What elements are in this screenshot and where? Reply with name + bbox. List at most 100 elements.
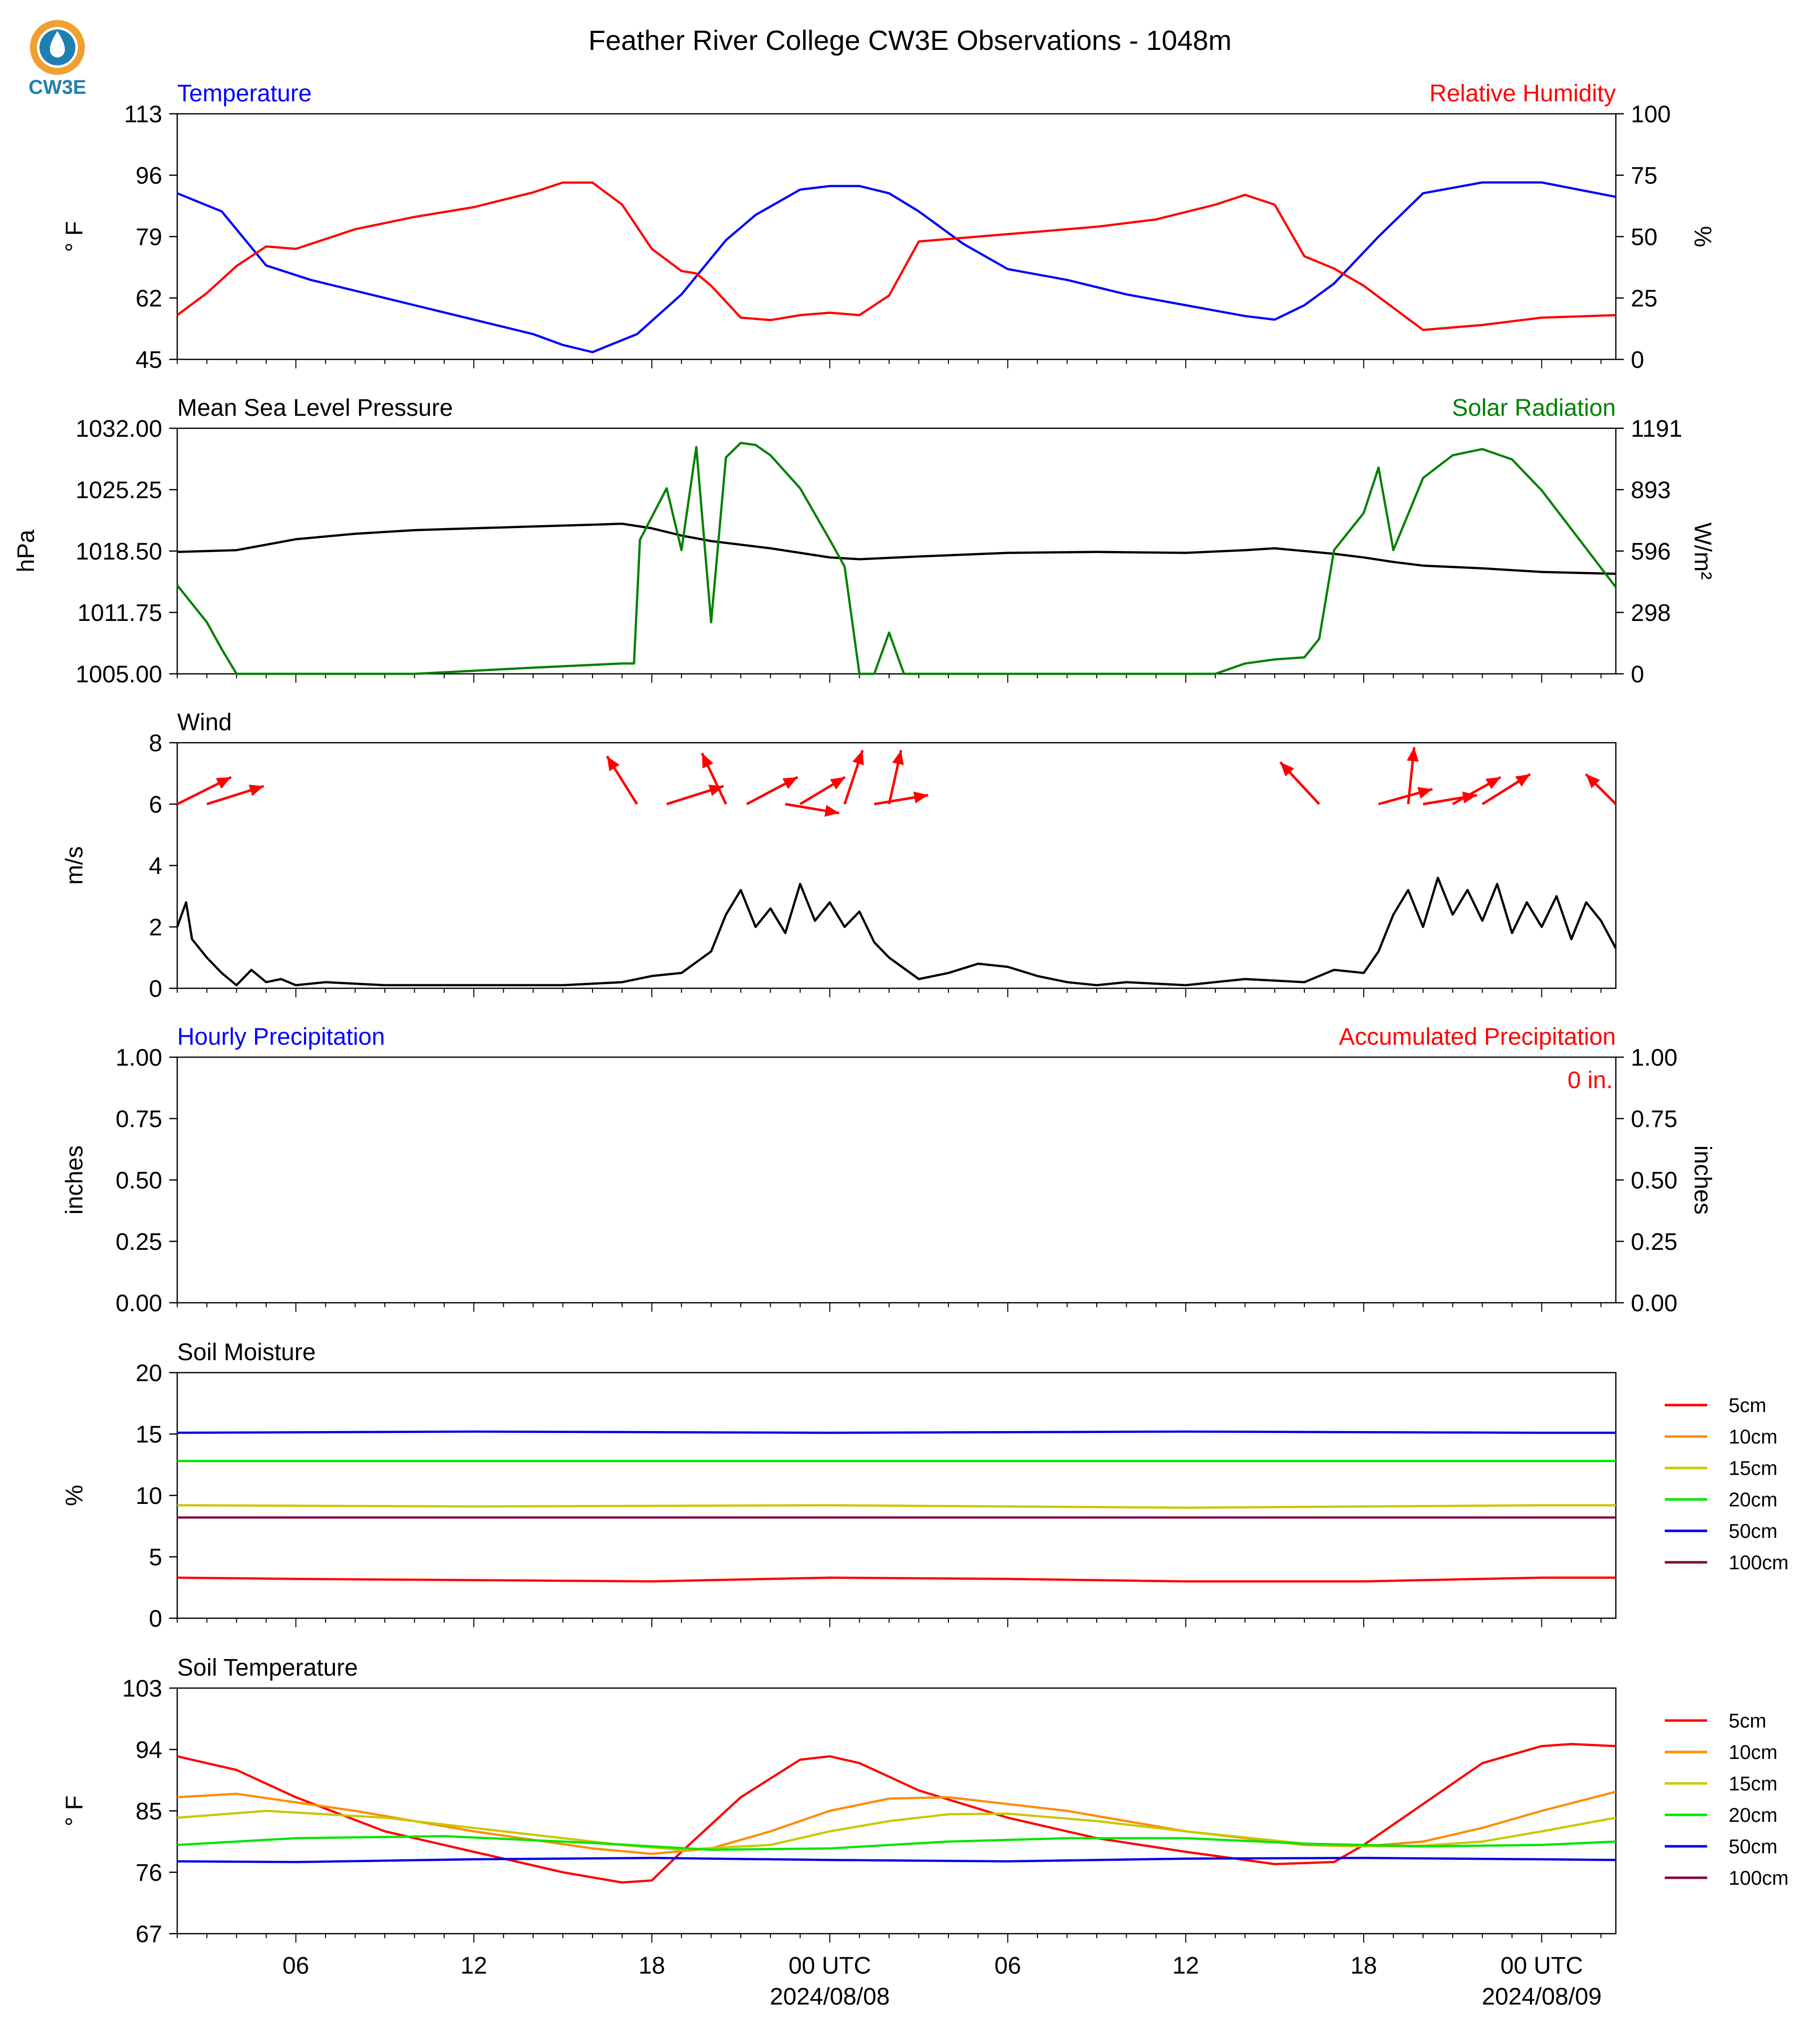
y-tick-label-right: 0.50 xyxy=(1631,1167,1677,1194)
accumulated-precip-value: 0 in. xyxy=(1567,1067,1613,1094)
x-tick-label: 18 xyxy=(1350,1953,1377,1979)
x-tick-label: 12 xyxy=(461,1953,487,1979)
x-tick-label: 12 xyxy=(1173,1953,1199,1979)
y-tick-label-right: 1.00 xyxy=(1631,1045,1677,1071)
panel-title-right: Solar Radiation xyxy=(1452,395,1616,421)
logo-text: CW3E xyxy=(28,76,86,98)
wind-arrow-head xyxy=(913,791,928,804)
y-tick-label-right: 50 xyxy=(1631,224,1657,251)
wind-arrow-head xyxy=(1280,762,1294,777)
y-axis-label-left: m/s xyxy=(61,846,88,884)
wind-arrow-head xyxy=(249,784,264,796)
plot-frame xyxy=(176,113,1617,360)
y-axis-label-left: inches xyxy=(61,1146,88,1215)
x-tick-label: 18 xyxy=(638,1953,665,1979)
y-tick-label-left: 0 xyxy=(149,1606,162,1632)
series-line-10cm xyxy=(177,1790,1616,1855)
series-line-50cm xyxy=(177,1430,1616,1434)
plot-frame xyxy=(176,1056,1617,1304)
y-tick-label-left: 5 xyxy=(149,1544,162,1571)
y-tick-label-left: 6 xyxy=(149,792,162,818)
y-tick-label-left: 8 xyxy=(149,730,162,757)
series-line-humidity xyxy=(176,181,1616,331)
panel-title-right: Accumulated Precipitation xyxy=(1339,1024,1616,1050)
logo-ring xyxy=(30,20,85,75)
y-tick-label-right: 596 xyxy=(1631,539,1671,565)
y-tick-label-left: 0.50 xyxy=(116,1167,162,1194)
y-tick-label-left: 1025.25 xyxy=(75,477,162,504)
plot-frame xyxy=(176,1687,1617,1935)
wind-arrow-head xyxy=(1586,774,1600,789)
legend-label: 10cm xyxy=(1729,1741,1778,1763)
series-line-5cm xyxy=(177,1576,1616,1583)
y-tick-label-left: 0.25 xyxy=(116,1229,162,1255)
series-line-5cm xyxy=(177,1742,1616,1884)
y-tick-label-left: 67 xyxy=(136,1921,162,1948)
series-line-50cm xyxy=(177,1857,1616,1863)
panel-title-left: Temperature xyxy=(177,80,311,107)
y-tick-label-left: 20 xyxy=(136,1360,162,1387)
wind-arrow-head xyxy=(216,777,231,789)
y-tick-label-left: 1018.50 xyxy=(75,539,162,565)
legend-label: 5cm xyxy=(1729,1395,1767,1417)
wind-arrow-head xyxy=(1485,777,1501,790)
panel-title-left: Soil Temperature xyxy=(177,1655,358,1681)
panel-3: Hourly Precipitation Accumulated Precipit… xyxy=(61,1024,1716,1317)
legend-label: 100cm xyxy=(1729,1867,1789,1889)
y-tick-label-left: 96 xyxy=(136,163,162,189)
series-line-pressure xyxy=(177,523,1616,575)
legend-label: 10cm xyxy=(1729,1426,1778,1448)
x-date-label: 2024/08/09 xyxy=(1482,1984,1601,2010)
y-axis-label-right: inches xyxy=(1689,1146,1716,1215)
y-tick-label-left: 4 xyxy=(149,853,162,879)
y-axis-label-left: ° F xyxy=(61,221,88,252)
y-tick-label-left: 0 xyxy=(149,976,162,1002)
y-tick-label-left: 1032.00 xyxy=(75,416,162,442)
y-tick-label-right: 0.00 xyxy=(1631,1290,1677,1317)
wind-arrow-head xyxy=(702,753,714,769)
wind-arrow-head xyxy=(1407,747,1419,762)
cw3e-logo: CW3E xyxy=(28,20,86,98)
wind-arrow-head xyxy=(607,756,620,772)
series-line-15cm xyxy=(177,1504,1616,1509)
y-tick-label-left: 76 xyxy=(136,1860,162,1886)
y-tick-label-right: 0 xyxy=(1631,347,1644,373)
panel-title-left: Soil Moisture xyxy=(177,1339,315,1366)
legend-label: 20cm xyxy=(1729,1489,1778,1511)
x-tick-label: 00 UTC xyxy=(789,1953,871,1979)
series-line-temperature xyxy=(177,181,1616,353)
y-tick-label-right: 25 xyxy=(1631,286,1657,312)
y-axis-label-right: W/m² xyxy=(1689,523,1716,580)
panel-0: Temperature Relative Humidity 45 62 79 96 113 0… xyxy=(61,80,1716,373)
y-tick-label-left: 62 xyxy=(136,286,162,312)
legend-label: 5cm xyxy=(1729,1710,1767,1732)
y-tick-label-right: 298 xyxy=(1631,600,1671,626)
y-tick-label-left: 45 xyxy=(136,347,162,373)
panel-title-left: Mean Sea Level Pressure xyxy=(177,395,453,421)
x-tick-label: 00 UTC xyxy=(1501,1953,1583,1979)
wind-arrow-head xyxy=(782,777,798,789)
wind-arrow-head xyxy=(1417,787,1433,799)
y-tick-label-left: 0.00 xyxy=(116,1290,162,1317)
panel-1: Mean Sea Level Pressure Solar Radiation 10… xyxy=(13,395,1716,688)
plot-frame xyxy=(176,742,1617,989)
y-tick-label-right: 0.25 xyxy=(1631,1229,1677,1255)
y-tick-label-left: 15 xyxy=(136,1422,162,1448)
panels: Temperature Relative Humidity456279961130… xyxy=(13,80,1789,2010)
legend-label: 15cm xyxy=(1729,1773,1778,1795)
y-tick-label-left: 0.75 xyxy=(116,1106,162,1133)
series-line-wind xyxy=(176,876,1617,987)
y-tick-label-left: 1011.75 xyxy=(77,600,162,626)
legend-label: 15cm xyxy=(1729,1457,1778,1479)
series-line-20cm xyxy=(177,1835,1616,1851)
legend-label: 50cm xyxy=(1729,1520,1778,1542)
y-tick-label-left: 113 xyxy=(124,101,162,128)
panel-5: Soil Temperature 67 76 85 94 103 ° F 5cm 10cm 15c… xyxy=(61,1655,1789,1948)
panel-2: Wind 0 2 4 6 8 m/s xyxy=(61,709,1617,1002)
y-axis-label-left: % xyxy=(61,1485,88,1506)
y-tick-label-right: 0 xyxy=(1631,661,1644,688)
legend-label: 50cm xyxy=(1729,1836,1778,1858)
y-axis-label-left: hPa xyxy=(13,530,39,573)
wind-arrow-head xyxy=(892,750,904,765)
